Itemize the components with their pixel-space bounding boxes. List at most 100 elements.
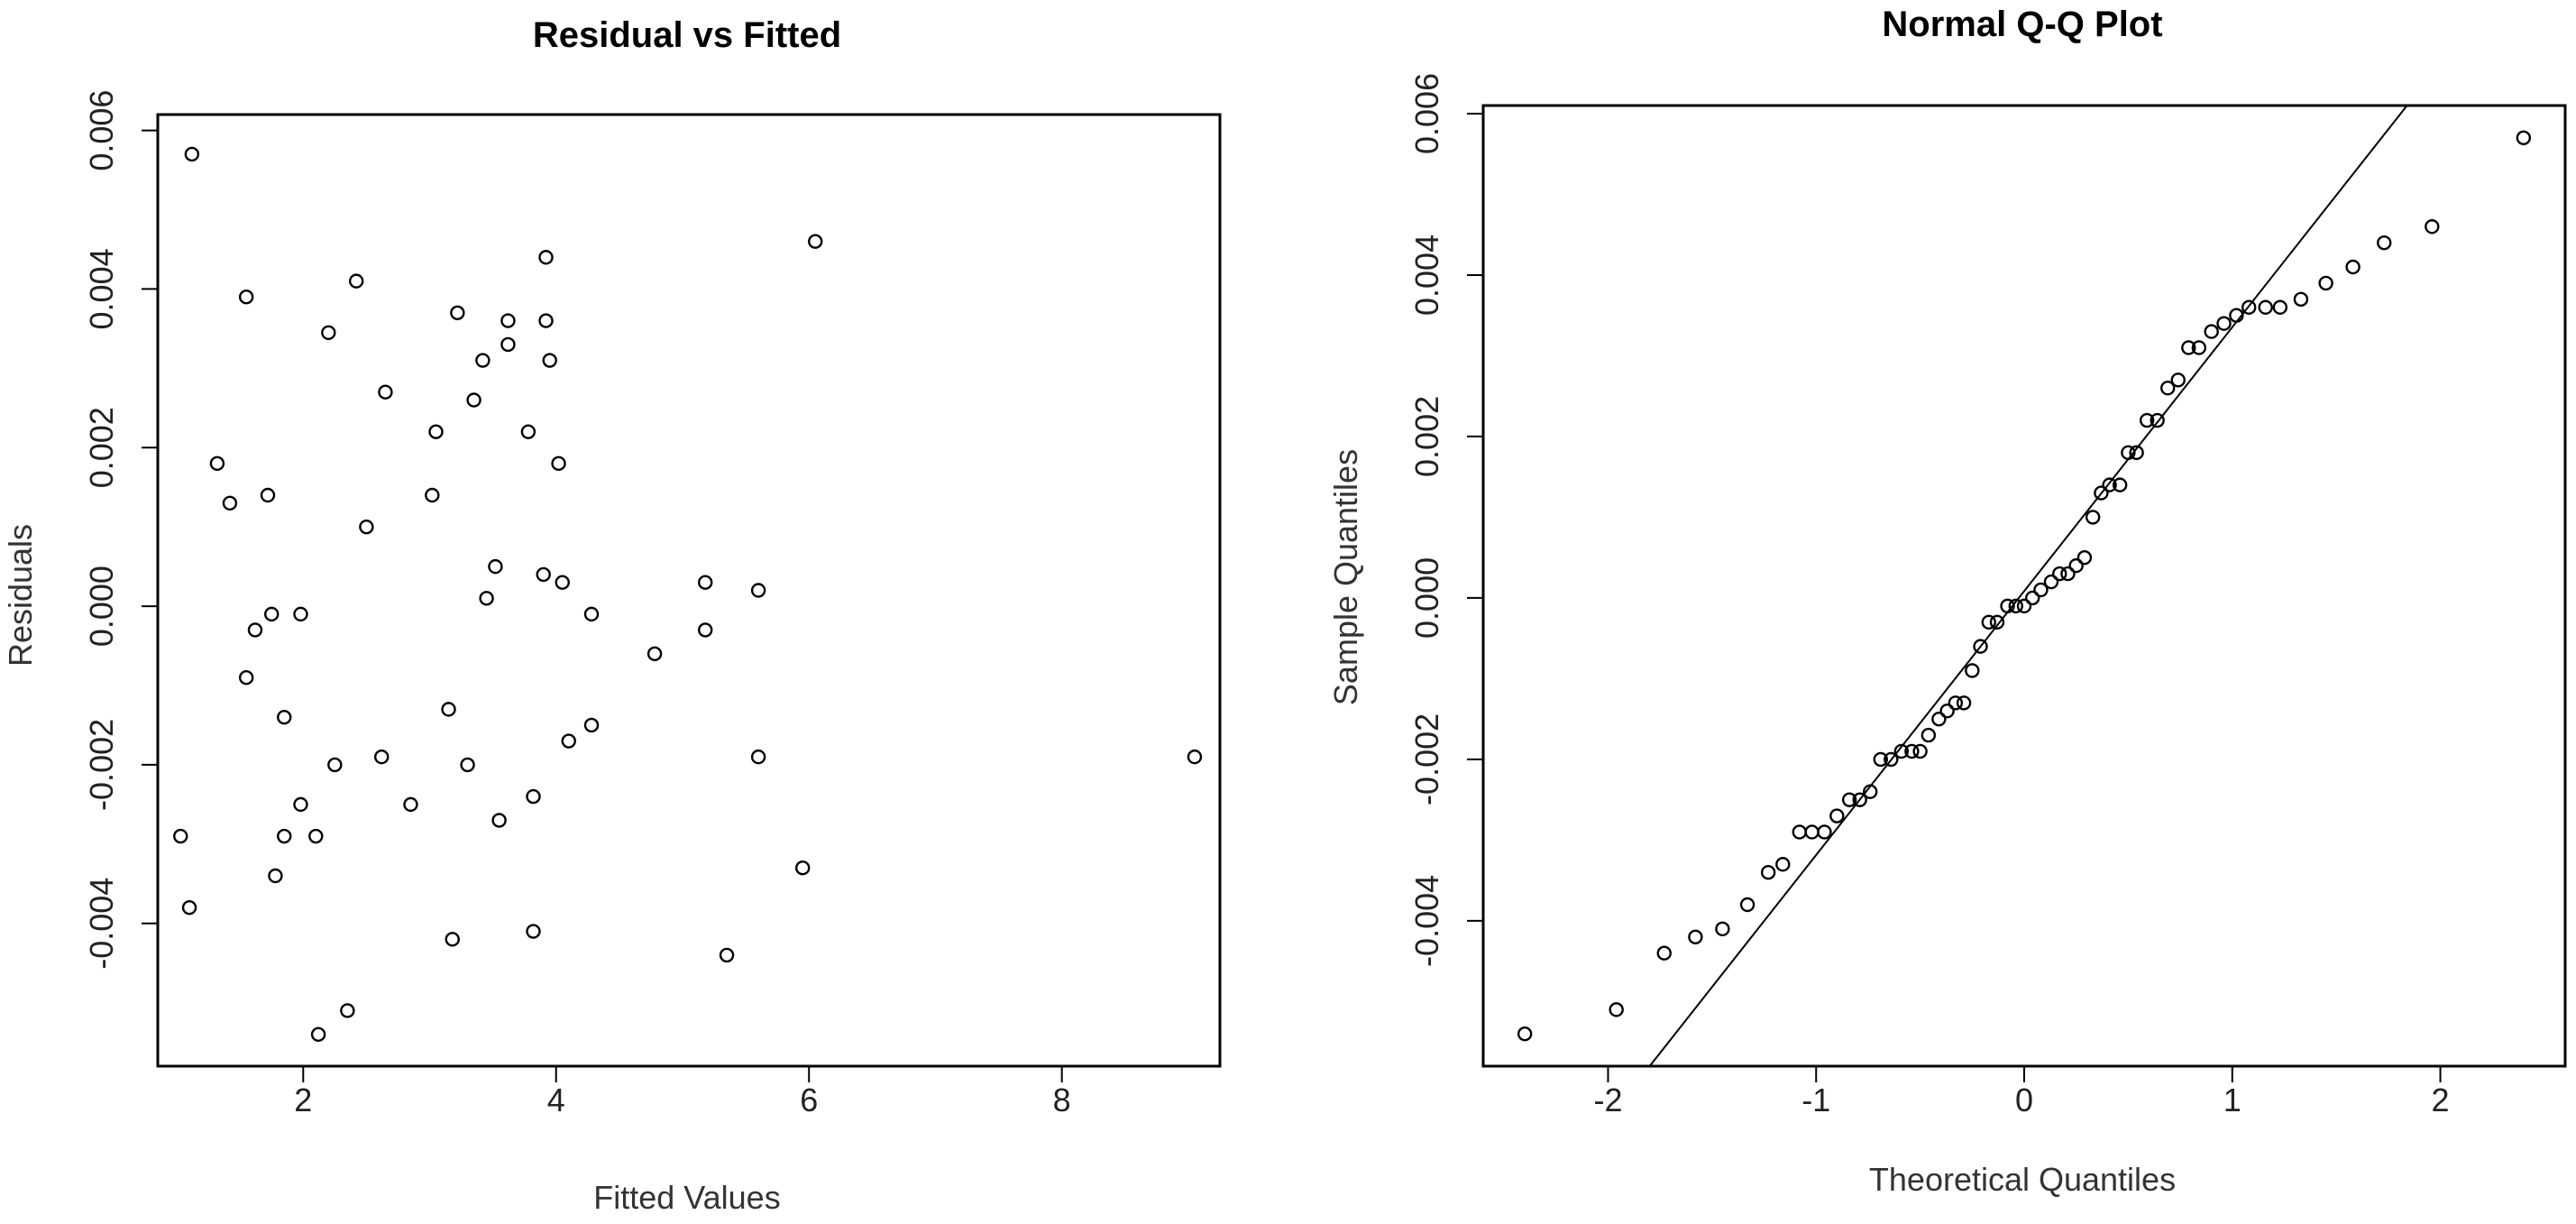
data-point <box>1965 663 1980 678</box>
y-tick-label: -0.002 <box>1408 713 1445 805</box>
data-point <box>1829 808 1845 824</box>
x-tick-label: 4 <box>547 1081 565 1118</box>
data-point <box>425 487 440 503</box>
data-point <box>247 622 263 638</box>
y-tick-label: 0.004 <box>1408 235 1445 316</box>
data-point <box>2060 566 2076 582</box>
x-tick-label: -1 <box>1801 1081 1830 1118</box>
data-point <box>293 606 308 622</box>
y-tick-label: -0.002 <box>83 719 120 811</box>
data-point <box>428 424 444 439</box>
x-tick-label: 0 <box>2015 1081 2033 1118</box>
data-point <box>526 924 541 939</box>
data-point <box>2241 299 2257 315</box>
data-point <box>2204 324 2219 339</box>
data-point <box>475 353 490 368</box>
data-point <box>520 424 536 439</box>
data-point <box>277 828 292 844</box>
y-axis-label: Sample Quantiles <box>1327 449 1364 705</box>
data-point <box>1921 727 1937 743</box>
data-point <box>1792 824 1807 840</box>
data-point <box>378 384 393 400</box>
data-point <box>1989 614 2005 630</box>
y-tick-label: 0.000 <box>1408 557 1445 639</box>
data-point <box>488 558 503 575</box>
data-point <box>719 947 735 963</box>
data-point <box>1912 743 1928 759</box>
data-point <box>181 899 197 916</box>
plot-frame <box>156 113 1222 1068</box>
data-point <box>538 250 554 265</box>
data-point <box>466 392 481 408</box>
data-point <box>2102 477 2117 492</box>
data-point <box>268 868 283 884</box>
data-point <box>536 566 551 583</box>
y-tick-label: -0.004 <box>83 878 120 970</box>
data-point <box>526 788 541 805</box>
data-point <box>264 606 280 622</box>
data-point <box>646 646 663 662</box>
plot-frame <box>1481 104 2567 1068</box>
data-point <box>293 796 308 813</box>
data-point <box>1841 792 1857 807</box>
data-point <box>1873 751 1888 768</box>
data-point <box>277 709 292 725</box>
data-point <box>583 606 600 622</box>
data-point <box>698 622 713 638</box>
data-point <box>2181 340 2196 355</box>
data-point <box>321 325 336 340</box>
data-point <box>2000 598 2015 614</box>
data-point <box>222 495 238 511</box>
data-point <box>479 591 494 606</box>
data-point <box>441 702 456 717</box>
data-point <box>2076 549 2093 566</box>
data-point <box>2318 275 2333 291</box>
data-point <box>445 932 460 947</box>
y-tick-label: 0.002 <box>83 407 120 488</box>
data-point <box>583 717 600 733</box>
data-point <box>1884 751 1899 768</box>
data-point <box>1931 711 1947 727</box>
data-point <box>750 583 766 598</box>
y-tick-label: 0.000 <box>83 566 120 647</box>
data-point <box>555 575 570 590</box>
x-tick-label: 6 <box>800 1081 818 1118</box>
data-point <box>2216 316 2232 331</box>
data-point <box>500 313 516 328</box>
x-tick-label: 2 <box>2432 1081 2450 1118</box>
data-point <box>2139 412 2155 428</box>
data-point <box>1715 921 1730 937</box>
data-point <box>348 273 364 289</box>
data-point <box>491 813 507 828</box>
data-point <box>2043 574 2059 590</box>
data-point <box>1948 695 1964 711</box>
y-tick-label: 0.006 <box>1408 73 1445 154</box>
data-point <box>238 290 254 305</box>
data-point <box>359 519 374 535</box>
data-point <box>460 757 475 773</box>
data-point <box>308 828 324 844</box>
tick-layer: -2 -1 0 1 2 -0.004 -0.002 0.000 0.002 0.004 0.006 <box>1408 73 2450 1118</box>
data-point <box>1187 749 1203 765</box>
data-point <box>1517 1026 1533 1042</box>
tick-layer: 2 4 6 8 -0.004 -0.002 0.000 0.002 0.004 0.006 <box>83 90 1071 1118</box>
data-point <box>2052 566 2067 582</box>
point-layer <box>1517 105 2532 1067</box>
data-point <box>1893 743 1910 759</box>
data-point <box>1981 614 1996 630</box>
data-point <box>750 749 766 765</box>
data-point <box>2345 259 2361 275</box>
data-point <box>2170 373 2186 388</box>
data-point <box>1804 824 1820 840</box>
residual-vs-fitted-chart: Residual vs Fitted Residuals Fitted Valu… <box>2 15 1222 1216</box>
data-point <box>1688 929 1703 945</box>
data-point <box>374 749 390 765</box>
data-point <box>561 733 576 749</box>
data-point <box>2150 412 2165 428</box>
data-point <box>2008 598 2023 614</box>
data-point <box>2025 590 2040 606</box>
x-tick-label: 2 <box>294 1081 312 1118</box>
data-point <box>310 1026 326 1043</box>
data-point <box>1863 784 1878 799</box>
